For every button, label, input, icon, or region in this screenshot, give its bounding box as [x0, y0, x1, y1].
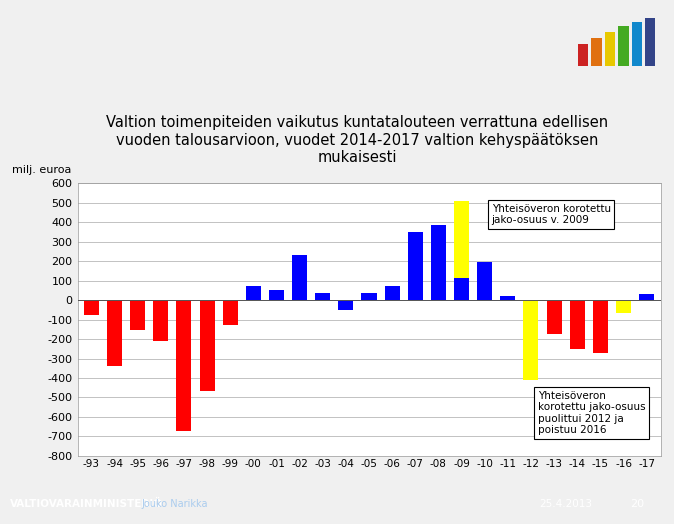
Bar [107, 300, 122, 366]
Text: 20: 20 [630, 499, 644, 509]
Bar [619, 26, 628, 66]
Text: 25.4.2013: 25.4.2013 [539, 499, 592, 509]
Bar [200, 300, 214, 391]
Bar [269, 290, 284, 300]
Bar [408, 232, 423, 300]
Bar [592, 38, 601, 66]
Bar [315, 293, 330, 300]
Bar [338, 300, 353, 310]
Text: Jouko Narikka: Jouko Narikka [142, 499, 208, 509]
Bar [570, 300, 585, 349]
Text: Valtion toimenpiteiden vaikutus kuntatalouteen verrattuna edellisen
vuoden talou: Valtion toimenpiteiden vaikutus kuntatal… [106, 115, 608, 165]
Text: Yhteisöveron korotettu
jako-osuus v. 2009: Yhteisöveron korotettu jako-osuus v. 200… [491, 204, 611, 225]
Bar [84, 300, 99, 315]
Bar [292, 255, 307, 300]
Bar [177, 300, 191, 431]
Bar [547, 300, 561, 334]
Bar [524, 300, 539, 380]
Bar [477, 262, 492, 300]
Bar [246, 286, 261, 300]
Bar [361, 293, 377, 300]
Bar [616, 300, 631, 313]
Bar [593, 300, 608, 353]
Text: VALTIOVARAINMINISTERIÖ: VALTIOVARAINMINISTERIÖ [10, 499, 163, 509]
Text: milj. euroa: milj. euroa [12, 165, 71, 175]
Bar [605, 32, 615, 66]
Bar [222, 300, 238, 325]
Bar [130, 300, 145, 330]
Bar [500, 296, 516, 300]
Bar [646, 18, 655, 66]
Bar [639, 294, 654, 300]
Bar [454, 278, 469, 300]
Bar [153, 300, 168, 341]
Bar [431, 225, 446, 300]
Bar [632, 21, 642, 66]
Text: Yhteisöveron
korotettu jako-osuus
puolittui 2012 ja
poistuu 2016: Yhteisöveron korotettu jako-osuus puolit… [538, 391, 646, 435]
Bar [578, 44, 588, 66]
Bar [454, 201, 469, 300]
Bar [454, 201, 469, 300]
Bar [385, 286, 400, 300]
